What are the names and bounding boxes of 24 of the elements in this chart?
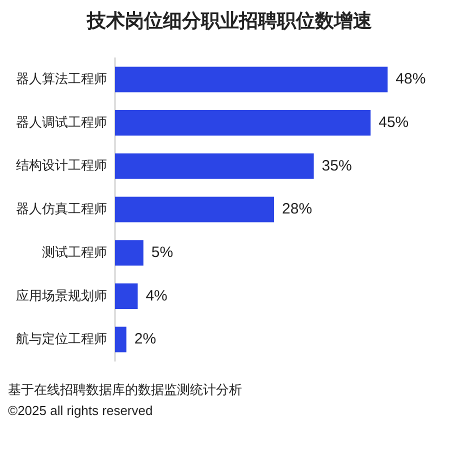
bar — [115, 283, 138, 309]
y-tick-label: 器人算法工程师 — [16, 71, 107, 86]
data-label: 2% — [134, 330, 156, 348]
y-tick-label: 航与定位工程师 — [16, 331, 107, 346]
data-label: 5% — [151, 244, 174, 261]
text: ©2025 all rights reserved — [8, 403, 154, 418]
bar — [115, 153, 314, 179]
bar — [115, 110, 371, 136]
data-label: 28% — [282, 200, 312, 218]
data-label: 45% — [378, 114, 409, 131]
chart-title: 技术岗位细分职业招聘职位数增速 — [86, 10, 373, 34]
y-tick-label: 器人调试工程师 — [16, 114, 107, 130]
data-label: 4% — [146, 287, 168, 304]
bar — [115, 326, 126, 352]
y-tick-label: 应用场景规划师 — [16, 288, 107, 303]
bar — [115, 196, 274, 222]
y-tick-label: 测试工程师 — [42, 244, 107, 260]
y-tick-label: 器人仿真工程师 — [16, 201, 107, 216]
text: 基于在线招聘数据库的数据监测统计分析 — [8, 381, 243, 399]
data-label: 48% — [396, 70, 426, 88]
y-tick-label: 结构设计工程师 — [16, 158, 107, 173]
bar — [115, 66, 388, 92]
data-label: 35% — [322, 157, 352, 174]
bar — [115, 240, 144, 266]
